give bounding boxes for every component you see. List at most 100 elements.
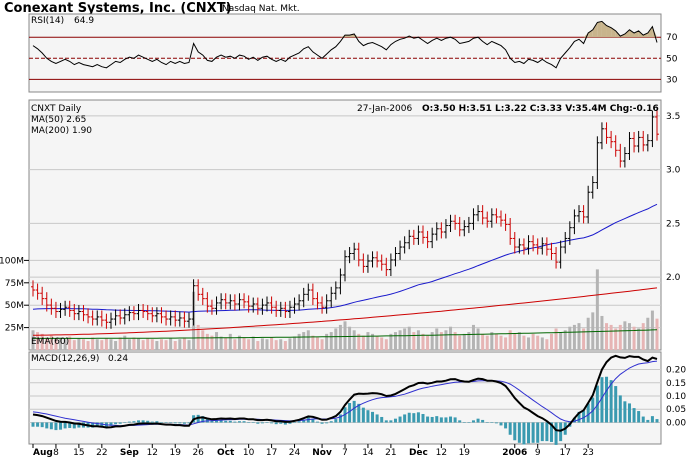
ohlc-bar (329, 286, 334, 308)
macd-histogram-bar (155, 421, 159, 423)
macd-histogram-bar (361, 407, 365, 423)
volume-bar (371, 333, 375, 350)
volume-bar (605, 323, 609, 350)
volume-bar (494, 333, 498, 350)
volume-bar (481, 333, 485, 350)
volume-bar (504, 337, 508, 350)
ohlc-bar (457, 216, 462, 237)
ohlc-bar (113, 309, 118, 326)
volume-bar (256, 341, 260, 350)
macd-histogram-bar (256, 422, 260, 424)
ohlc-bar (356, 242, 361, 267)
price-tick-labels: 3.5 3.0 2.5 2.0 (666, 112, 681, 283)
quote-ohlc: O:3.50 H:3.51 L:3.22 C:3.33 V:35.4M Chg:… (422, 104, 659, 114)
macd-histogram-bar (233, 421, 237, 423)
x-tick-label: 17 (266, 448, 277, 458)
rsi-fill-segment (634, 30, 639, 38)
ohlc-bar (604, 122, 609, 144)
macd-histogram-bar (444, 417, 448, 423)
volume-bar (49, 335, 53, 350)
ohlc-bar (471, 208, 476, 230)
ohlc-bar (63, 300, 68, 316)
ohlc-bar (517, 238, 522, 254)
volume-bar (54, 338, 58, 350)
macd-histogram-bar (412, 413, 416, 423)
volume-tick: 75M (5, 279, 24, 289)
volume-bar (40, 333, 44, 350)
ohlc-bar (237, 293, 242, 311)
volume-tick: 25M (5, 324, 24, 334)
volume-bar (293, 336, 297, 350)
ohlc-bar (544, 237, 549, 256)
ohlc-bar (595, 136, 600, 189)
ohlc-bar (476, 205, 481, 222)
ohlc-bar (554, 247, 559, 269)
volume-bar (260, 338, 264, 350)
volume-bar (59, 337, 63, 350)
macd-histogram-bar (435, 416, 439, 423)
macd-histogram-bar (169, 422, 173, 423)
macd-histogram-bar (320, 422, 324, 424)
ohlc-bar (90, 310, 95, 326)
volume-bar (343, 321, 347, 350)
volume-bar (403, 328, 407, 350)
macd-histogram-bar (375, 414, 379, 423)
macd-histogram-bar (293, 422, 297, 423)
rsi-fill-segment (624, 29, 630, 38)
ohlc-bar (411, 229, 416, 245)
volume-bar (302, 332, 306, 350)
macd-histogram-bar (357, 403, 361, 423)
volume-bar (563, 330, 567, 350)
volume-bar (123, 335, 127, 350)
ohlc-bar (104, 313, 109, 329)
volume-bar (527, 337, 531, 350)
macd-histogram-bar (251, 422, 255, 423)
macd-histogram-bar (614, 386, 618, 423)
ohlc-bar (480, 205, 485, 225)
ohlc-bar (365, 254, 370, 273)
volume-bar (109, 339, 113, 350)
macd-histogram-bar (297, 421, 301, 423)
ohlc-bar (173, 310, 178, 327)
macd-histogram-bar (348, 403, 352, 423)
volume-bar (86, 341, 90, 350)
volume-bar (297, 333, 301, 350)
volume-bar (325, 333, 329, 350)
macd-tick: 0.00 (666, 418, 686, 428)
volume-bar (224, 337, 228, 350)
ohlc-bar (613, 135, 618, 157)
x-tick-label: 8 (53, 448, 59, 458)
ohlc-bar (260, 298, 265, 315)
macd-histogram-bar (371, 411, 375, 423)
volume-bar (205, 333, 209, 350)
volume-bar (476, 328, 480, 350)
volume-bar (77, 338, 81, 350)
macd-histogram-bar (279, 422, 283, 424)
macd-histogram-bar (352, 400, 356, 423)
volume-bar (398, 330, 402, 350)
ohlc-bar (159, 307, 164, 324)
rsi-label: RSI(14) (31, 16, 64, 26)
volume-bar (270, 337, 274, 350)
macd-histogram-bar (600, 377, 604, 423)
ohlc-bar (53, 301, 58, 318)
ohlc-bar (526, 235, 531, 255)
ohlc-bar (352, 242, 357, 260)
ohlc-bar (306, 283, 311, 301)
ohlc-bar (398, 240, 403, 260)
price-tick: 2.0 (666, 273, 681, 283)
ohlc-bar (131, 306, 136, 321)
macd-histogram-bar (187, 422, 191, 424)
x-tick-label: 17 (560, 448, 571, 458)
volume-bar (655, 318, 659, 350)
macd-histogram-bar (416, 412, 420, 423)
ohlc-bar (109, 312, 113, 329)
macd-histogram-bar (219, 419, 223, 423)
macd-histogram-bar (338, 414, 342, 423)
macd-histogram-bar (531, 422, 535, 443)
volume-bar (187, 340, 191, 350)
volume-bar (416, 330, 420, 350)
volume-bar (444, 330, 448, 350)
rsi-fill-segment (606, 25, 612, 38)
x-tick-label: 26 (192, 448, 204, 458)
